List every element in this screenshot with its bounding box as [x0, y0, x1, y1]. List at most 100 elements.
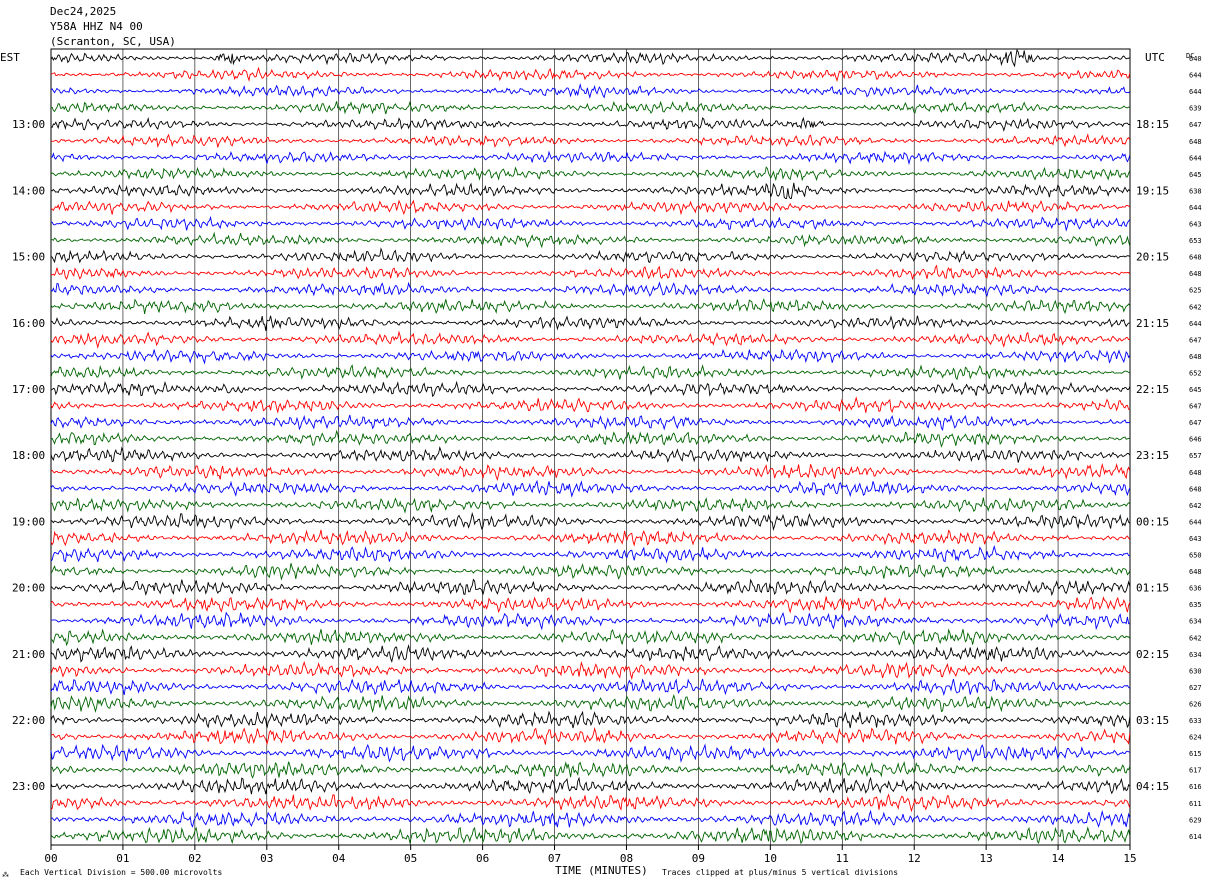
trace-line — [50, 743, 1130, 763]
dc-offset-label: 646 — [1189, 436, 1202, 444]
dc-offset-label: 633 — [1189, 717, 1202, 725]
dc-offset-label: 634 — [1189, 618, 1202, 626]
est-hour-label: 16:00 — [12, 317, 45, 330]
trace-line — [50, 364, 1131, 381]
dc-offset-label: 648 — [1189, 485, 1202, 493]
trace-line — [50, 133, 1131, 148]
x-tick-label: 09 — [692, 852, 705, 865]
trace-line — [50, 809, 1131, 828]
trace-line — [50, 199, 1131, 216]
dc-offset-labels: 640 644 644 639 647 648 644 645 638 644 643 653 648 6… — [1189, 55, 1202, 841]
x-tick-label: 07 — [548, 852, 561, 865]
dc-offset-label: 648 — [1189, 353, 1202, 361]
est-hour-label: 13:00 — [12, 118, 45, 131]
dc-offset-label: 650 — [1189, 552, 1202, 560]
dc-offset-label: 647 — [1189, 121, 1202, 129]
x-tick-label: 15 — [1123, 852, 1136, 865]
utc-labels: 18:15 19:15 20:15 21:15 22:15 23:15 00:15 01:15… — [1136, 118, 1169, 793]
est-hour-label: 15:00 — [12, 251, 45, 264]
x-axis-ticks: 00 01 02 03 04 05 06 07 08 09 10 11 12 13 14 15 — [44, 845, 1137, 865]
dc-offset-label: 615 — [1189, 750, 1202, 758]
trace-line — [50, 429, 1130, 448]
scale-icon: ⁂ — [2, 871, 9, 879]
dc-offset-label: 617 — [1189, 767, 1202, 775]
dc-offset-label: 638 — [1189, 187, 1202, 195]
trace-line — [50, 281, 1131, 298]
dc-offset-label: 645 — [1189, 171, 1202, 179]
dc-offset-label: 645 — [1189, 386, 1202, 394]
x-tick-label: 12 — [908, 852, 921, 865]
dc-offset-label: 647 — [1189, 336, 1202, 344]
est-hour-label: 19:00 — [12, 515, 45, 528]
dc-offset-label: 640 — [1189, 55, 1202, 63]
dc-offset-label: 648 — [1189, 469, 1202, 477]
x-axis-label: TIME (MINUTES) — [555, 864, 648, 877]
trace-line — [50, 330, 1130, 349]
trace-line — [50, 497, 1131, 514]
header-location: (Scranton, SC, USA) — [50, 35, 176, 48]
dc-offset-label: 639 — [1189, 105, 1202, 113]
trace-line — [50, 264, 1131, 281]
trace-line — [50, 693, 1130, 714]
trace-line — [50, 231, 1131, 249]
est-hour-label: 22:00 — [12, 714, 45, 727]
x-tick-label: 00 — [44, 852, 57, 865]
trace-line — [50, 726, 1131, 746]
trace-line — [50, 348, 1131, 365]
dc-offset-label: 644 — [1189, 154, 1202, 162]
trace-line — [50, 628, 1131, 647]
trace-line — [50, 298, 1131, 315]
utc-hour-label: 03:15 — [1136, 714, 1169, 727]
clip-note: Traces clipped at plus/minus 5 vertical … — [662, 868, 898, 877]
utc-hour-label: 21:15 — [1136, 317, 1169, 330]
utc-hour-label: 19:15 — [1136, 184, 1169, 197]
x-tick-label: 02 — [188, 852, 201, 865]
trace-line — [50, 82, 1131, 99]
dc-offset-label: 624 — [1189, 734, 1202, 742]
trace-line — [50, 660, 1130, 681]
dc-offset-label: 642 — [1189, 303, 1202, 311]
x-tick-label: 05 — [404, 852, 417, 865]
trace-line — [50, 511, 1131, 532]
trace-line — [50, 315, 1130, 331]
dc-offset-label: 647 — [1189, 403, 1202, 411]
est-hour-label: 23:00 — [12, 780, 45, 793]
trace-line — [50, 247, 1131, 264]
minute-grid — [50, 48, 1131, 846]
utc-hour-label: 20:15 — [1136, 251, 1169, 264]
dc-offset-label: 657 — [1189, 452, 1202, 460]
utc-hour-label: 04:15 — [1136, 780, 1169, 793]
trace-line — [50, 215, 1131, 232]
trace-line — [50, 826, 1131, 845]
dc-axis-title: DC — [1186, 52, 1194, 60]
trace-line — [50, 66, 1131, 83]
trace-line — [50, 414, 1131, 432]
x-tick-label: 14 — [1051, 852, 1065, 865]
utc-hour-label: 22:15 — [1136, 383, 1169, 396]
dc-offset-label: 630 — [1189, 667, 1202, 675]
dc-offset-label: 644 — [1189, 72, 1202, 80]
trace-line — [50, 529, 1131, 547]
dc-offset-label: 629 — [1189, 816, 1202, 824]
trace-line — [50, 182, 1131, 199]
trace-line — [50, 396, 1130, 414]
dc-offset-label: 642 — [1189, 634, 1202, 642]
dc-offset-label: 635 — [1189, 601, 1202, 609]
header-station: Y58A HHZ N4 00 — [50, 20, 143, 33]
trace-line — [50, 150, 1131, 166]
dc-offset-label: 644 — [1189, 204, 1202, 212]
trace-line — [50, 710, 1131, 729]
dc-offset-label: 616 — [1189, 783, 1202, 791]
trace-line — [50, 462, 1131, 482]
x-tick-label: 10 — [764, 852, 777, 865]
dc-offset-label: 648 — [1189, 568, 1202, 576]
x-tick-label: 13 — [980, 852, 993, 865]
trace-line — [50, 563, 1131, 581]
est-hour-label: 21:00 — [12, 648, 45, 661]
dc-offset-label: 648 — [1189, 138, 1202, 146]
utc-hour-label: 23:15 — [1136, 449, 1169, 462]
dc-offset-label: 614 — [1189, 833, 1202, 841]
dc-offset-label: 644 — [1189, 518, 1202, 526]
dc-offset-label: 643 — [1189, 535, 1202, 543]
